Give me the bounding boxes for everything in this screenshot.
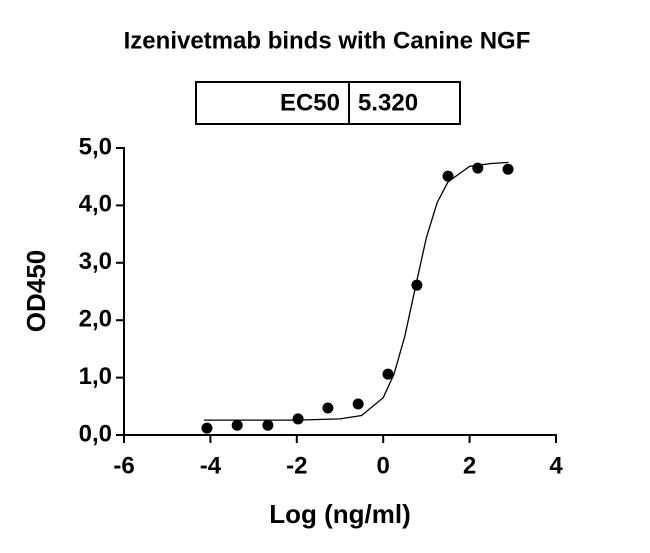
ec50-value: 5.320: [358, 89, 418, 116]
data-point: [352, 398, 364, 410]
y-tick-label: 4,0: [79, 191, 112, 218]
data-point: [322, 402, 334, 414]
y-tick-label: 0,0: [79, 420, 112, 447]
data-point: [411, 279, 423, 291]
data-point: [292, 413, 304, 425]
x-tick-label: -6: [113, 452, 134, 479]
data-point: [382, 368, 394, 380]
fit-curve: [203, 161, 509, 421]
x-tick-label: 0: [377, 452, 390, 479]
y-tick-label: 2,0: [79, 306, 112, 333]
y-tick-label: 5,0: [79, 133, 112, 160]
data-point: [231, 419, 243, 431]
ec50-label: EC50: [280, 89, 340, 116]
x-tick-label: -4: [200, 452, 222, 479]
y-tick-label: 1,0: [79, 363, 112, 390]
y-axis-label: OD450: [21, 250, 51, 332]
x-tick-label: 4: [549, 452, 563, 479]
x-tick-label: -2: [286, 452, 307, 479]
x-tick-label: 2: [463, 452, 476, 479]
y-tick-label: 3,0: [79, 248, 112, 275]
data-point: [502, 163, 514, 175]
ec50-box: [195, 81, 461, 125]
data-point: [472, 162, 484, 174]
data-point: [442, 170, 454, 182]
data-point: [262, 419, 274, 431]
chart-title: Izenivetmab binds with Canine NGF: [124, 27, 531, 54]
x-axis-label: Log (ng/ml): [269, 499, 411, 529]
data-point: [201, 422, 213, 434]
